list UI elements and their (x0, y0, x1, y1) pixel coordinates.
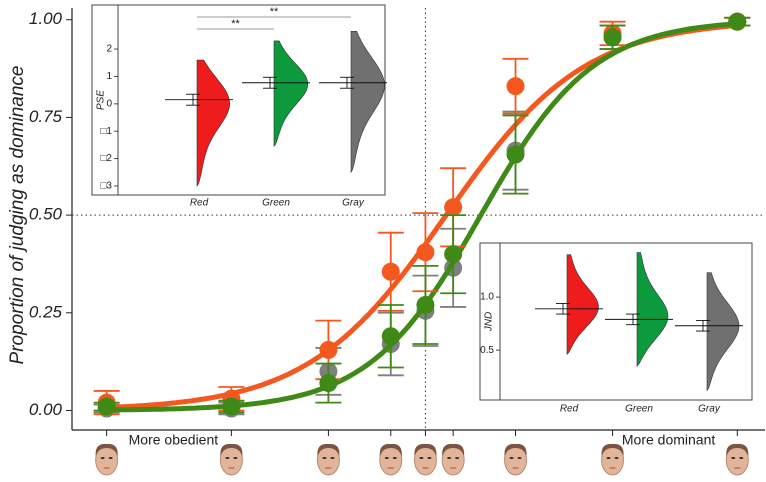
eye (100, 457, 105, 459)
inset-y-tick-label: □1 (100, 126, 112, 137)
hair (414, 443, 437, 456)
violin (196, 59, 231, 187)
inset-y-label: PSE (96, 90, 107, 110)
hair (95, 443, 118, 456)
hair (317, 443, 340, 456)
y-tick-label: 0.75 (29, 107, 63, 126)
data-point (381, 262, 400, 281)
data-point (444, 198, 463, 217)
data-point (506, 145, 525, 164)
data-point (416, 295, 435, 314)
eye (322, 457, 327, 459)
y-axis-label: Proportion of judging as dominance (7, 66, 28, 365)
inset-y-tick-label: 1 (106, 71, 112, 82)
data-point (319, 340, 338, 359)
data-point (381, 327, 400, 346)
eye (517, 457, 522, 459)
eye (419, 457, 424, 459)
eye (455, 457, 460, 459)
hair (220, 443, 243, 456)
y-tick-label: 1.00 (29, 9, 63, 28)
data-point (97, 397, 116, 416)
data-point (319, 374, 338, 393)
data-point (416, 243, 435, 262)
face-icon (379, 443, 403, 476)
face-icon (601, 443, 625, 476)
eye (614, 457, 619, 459)
inset-y-tick-label: 0 (106, 98, 112, 109)
inset-y-tick-label: 0.5 (480, 345, 494, 356)
violin (566, 254, 599, 356)
inset-y-tick-label: □3 (100, 181, 112, 192)
face-icon (219, 443, 243, 476)
data-point (728, 12, 747, 31)
face-icon (725, 443, 749, 476)
significance-label: ** (231, 18, 240, 30)
y-tick-label: 0.50 (29, 205, 63, 224)
hair (379, 443, 402, 456)
eye (509, 457, 514, 459)
face-icon (504, 443, 528, 476)
eye (447, 457, 452, 459)
eye (427, 457, 432, 459)
eye (108, 457, 113, 459)
eye (606, 457, 611, 459)
violin (706, 272, 740, 392)
data-point (603, 28, 622, 47)
inset-y-tick-label: □2 (100, 153, 112, 164)
inset-y-tick-label: 1.0 (480, 292, 494, 303)
data-point (222, 397, 241, 416)
eye (384, 457, 389, 459)
y-tick-label: 0.00 (29, 400, 63, 419)
eye (225, 457, 230, 459)
category-label: Red (190, 198, 209, 209)
violin (636, 252, 669, 367)
violin (273, 40, 308, 148)
face-icon (441, 443, 465, 476)
category-label: Green (625, 404, 653, 415)
face-icon (95, 443, 119, 476)
y-tick-label: 0.25 (29, 302, 63, 321)
face-icon (413, 443, 437, 476)
annotation: More dominant (622, 432, 715, 448)
category-label: Gray (698, 404, 721, 415)
category-label: Green (262, 198, 290, 209)
eye (392, 457, 397, 459)
hair (504, 443, 527, 456)
annotation: More obedient (129, 432, 219, 448)
hair (442, 443, 465, 456)
inset-y-tick-label: 2 (106, 44, 112, 55)
violin (350, 30, 385, 174)
hair (601, 443, 624, 456)
eye (731, 457, 736, 459)
inset-y-label: JND (484, 312, 495, 332)
significance-label: ** (270, 6, 279, 18)
category-label: Gray (342, 198, 365, 209)
inset-panel (479, 242, 753, 401)
category-label: Red (560, 404, 579, 415)
eye (739, 457, 744, 459)
hair (726, 443, 749, 456)
inset-panel (91, 4, 386, 196)
eye (233, 457, 238, 459)
data-point (506, 77, 525, 96)
eye (330, 457, 335, 459)
face-icon (316, 443, 340, 476)
data-point (444, 245, 463, 264)
